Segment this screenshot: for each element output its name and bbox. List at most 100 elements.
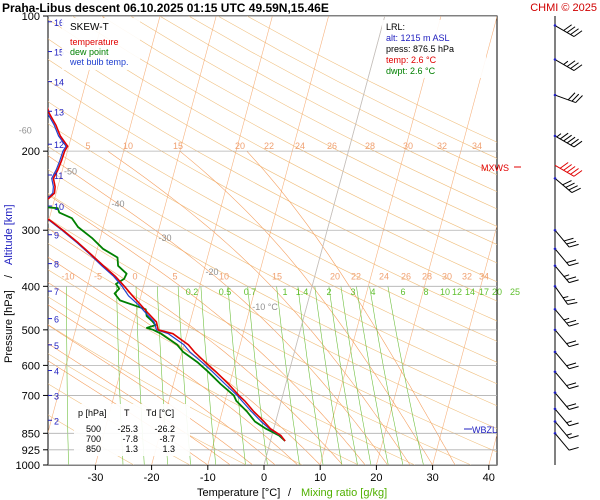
wind-barb-feather <box>571 187 581 194</box>
mixing-ratio-label: 12 <box>452 287 462 297</box>
mixing-ratio-label: 0.5 <box>219 287 232 297</box>
altitude-tick-label: 8 <box>54 260 59 270</box>
table-row-td: 1.3 <box>162 444 175 454</box>
pressure-tick-label: 925 <box>22 445 40 457</box>
temperature-tick-label: 40 <box>483 472 495 484</box>
wind-barb-staff <box>554 135 575 148</box>
wind-barb-staff <box>554 408 570 427</box>
wind-barb-feather <box>569 365 579 370</box>
wind-barb-staff <box>554 229 570 248</box>
temperature-tick-label: 0 <box>261 472 267 484</box>
isotherm-line <box>48 16 161 434</box>
wind-barb <box>553 58 583 71</box>
wind-barb <box>553 132 583 148</box>
wind-barb-feather <box>575 95 583 103</box>
mxws-barb-feather <box>573 170 583 177</box>
wind-barb-staff <box>554 371 570 389</box>
moist-adiabat-label: 5 <box>172 271 177 281</box>
wind-barb <box>553 391 579 410</box>
wind-barb-point <box>553 420 557 423</box>
moist-adiabat-label: 24 <box>295 141 305 151</box>
mixing-ratio-label: 10 <box>440 287 450 297</box>
wind-barb-point <box>553 285 557 288</box>
moist-adiabat-label: 32 <box>437 141 447 151</box>
isotherm-label: -20 <box>205 267 218 277</box>
wind-barb-half-feather <box>562 296 569 299</box>
table-row-td: -26.2 <box>154 424 175 434</box>
wind-barb-feather <box>569 406 579 410</box>
wind-barb <box>553 247 579 267</box>
wind-barb-feather <box>569 435 579 439</box>
moist-adiabat-label: 0 <box>132 271 137 281</box>
lrl-dwpt: dwpt: 2.6 °C <box>386 66 436 76</box>
table-header-p: p [hPa] <box>78 408 107 418</box>
isotherm-line <box>151 16 273 465</box>
wind-barb-feather <box>563 134 572 142</box>
isotherm-line <box>48 16 105 225</box>
wind-barb-feather <box>566 362 577 367</box>
dry-adiabat-line <box>48 169 497 407</box>
wind-barb-feather <box>566 382 577 387</box>
pressure-tick-label: 300 <box>22 225 40 237</box>
mxws-label: MXWS <box>481 163 509 173</box>
wind-barb-feather <box>566 240 577 245</box>
moist-adiabat-label: 20 <box>235 141 245 151</box>
wind-barb-feather <box>569 422 579 427</box>
pressure-tick-label: 850 <box>22 428 40 440</box>
mixing-ratio-label: 1.4 <box>296 287 309 297</box>
moist-adiabat-label: 24 <box>379 271 389 281</box>
altitude-tick-label: 10 <box>54 202 64 212</box>
wind-barb-half-feather <box>566 433 572 436</box>
wind-barb-feather <box>566 403 577 407</box>
table-row-p: 500 <box>86 424 101 434</box>
mxws-barb <box>554 162 583 177</box>
mixing-ratio-label: 2 <box>326 287 331 297</box>
wind-barb-point <box>553 328 557 332</box>
isotherm-line <box>95 16 217 465</box>
table-row-td: -8.7 <box>159 434 175 444</box>
mxws-barb-staff <box>554 164 575 177</box>
dry-adiabat-line <box>48 80 497 322</box>
wind-barb-feather <box>563 237 574 242</box>
x-axis-title-sep: / <box>288 487 292 499</box>
wind-barb-point <box>553 93 557 97</box>
mixing-ratio-label: 3 <box>350 287 355 297</box>
lrl-box <box>382 20 486 78</box>
mixing-ratio-label: 14 <box>465 287 475 297</box>
wind-barb-half-feather <box>566 420 572 424</box>
y-axis-title-sep: / <box>3 274 15 278</box>
moist-adiabat-label: 22 <box>264 141 274 151</box>
temperature-tick-label: 30 <box>426 472 438 484</box>
wind-barb-feather <box>573 64 583 71</box>
legend-chart-type: SKEW-T <box>70 22 109 33</box>
dry-adiabat-line <box>48 59 497 302</box>
lrl-press: press: 876.5 hPa <box>386 44 454 54</box>
x-axis-title-mixing: Mixing ratio [g/kg] <box>301 487 387 499</box>
wind-barb-feather <box>570 28 579 35</box>
altitude-tick-label: 6 <box>54 315 59 325</box>
table-row-t: -25.3 <box>117 424 138 434</box>
wind-barb-half-feather <box>563 60 569 65</box>
moist-adiabat-label: 34 <box>472 141 482 151</box>
wind-barb-point <box>553 432 557 435</box>
plot-area <box>47 15 498 466</box>
wind-barb-feather <box>569 262 579 267</box>
altitude-tick-label: 2 <box>54 416 59 426</box>
temperature-tick-label: -30 <box>87 472 103 484</box>
moist-adiabat-label: 28 <box>365 141 375 151</box>
wind-barb-staff <box>554 392 570 410</box>
temperature-tick-label: -20 <box>144 472 160 484</box>
y-axis-title-altitude: Altitude [km] <box>3 204 15 265</box>
wind-barb-point <box>553 264 557 268</box>
mixing-ratio-label: 8 <box>423 287 428 297</box>
wind-barb-staff <box>554 308 570 327</box>
table-header-td: Td [°C] <box>146 408 174 418</box>
wind-barb-feather <box>571 93 580 102</box>
altitude-tick-label: 13 <box>54 107 64 117</box>
wind-barb-feather <box>566 136 576 144</box>
dry-adiabat-line <box>48 123 497 363</box>
wbzl-label: WBZL <box>472 425 497 435</box>
isotherm-line <box>432 224 497 465</box>
wind-barb-staff <box>554 59 575 71</box>
wind-barb-feather <box>573 30 583 37</box>
